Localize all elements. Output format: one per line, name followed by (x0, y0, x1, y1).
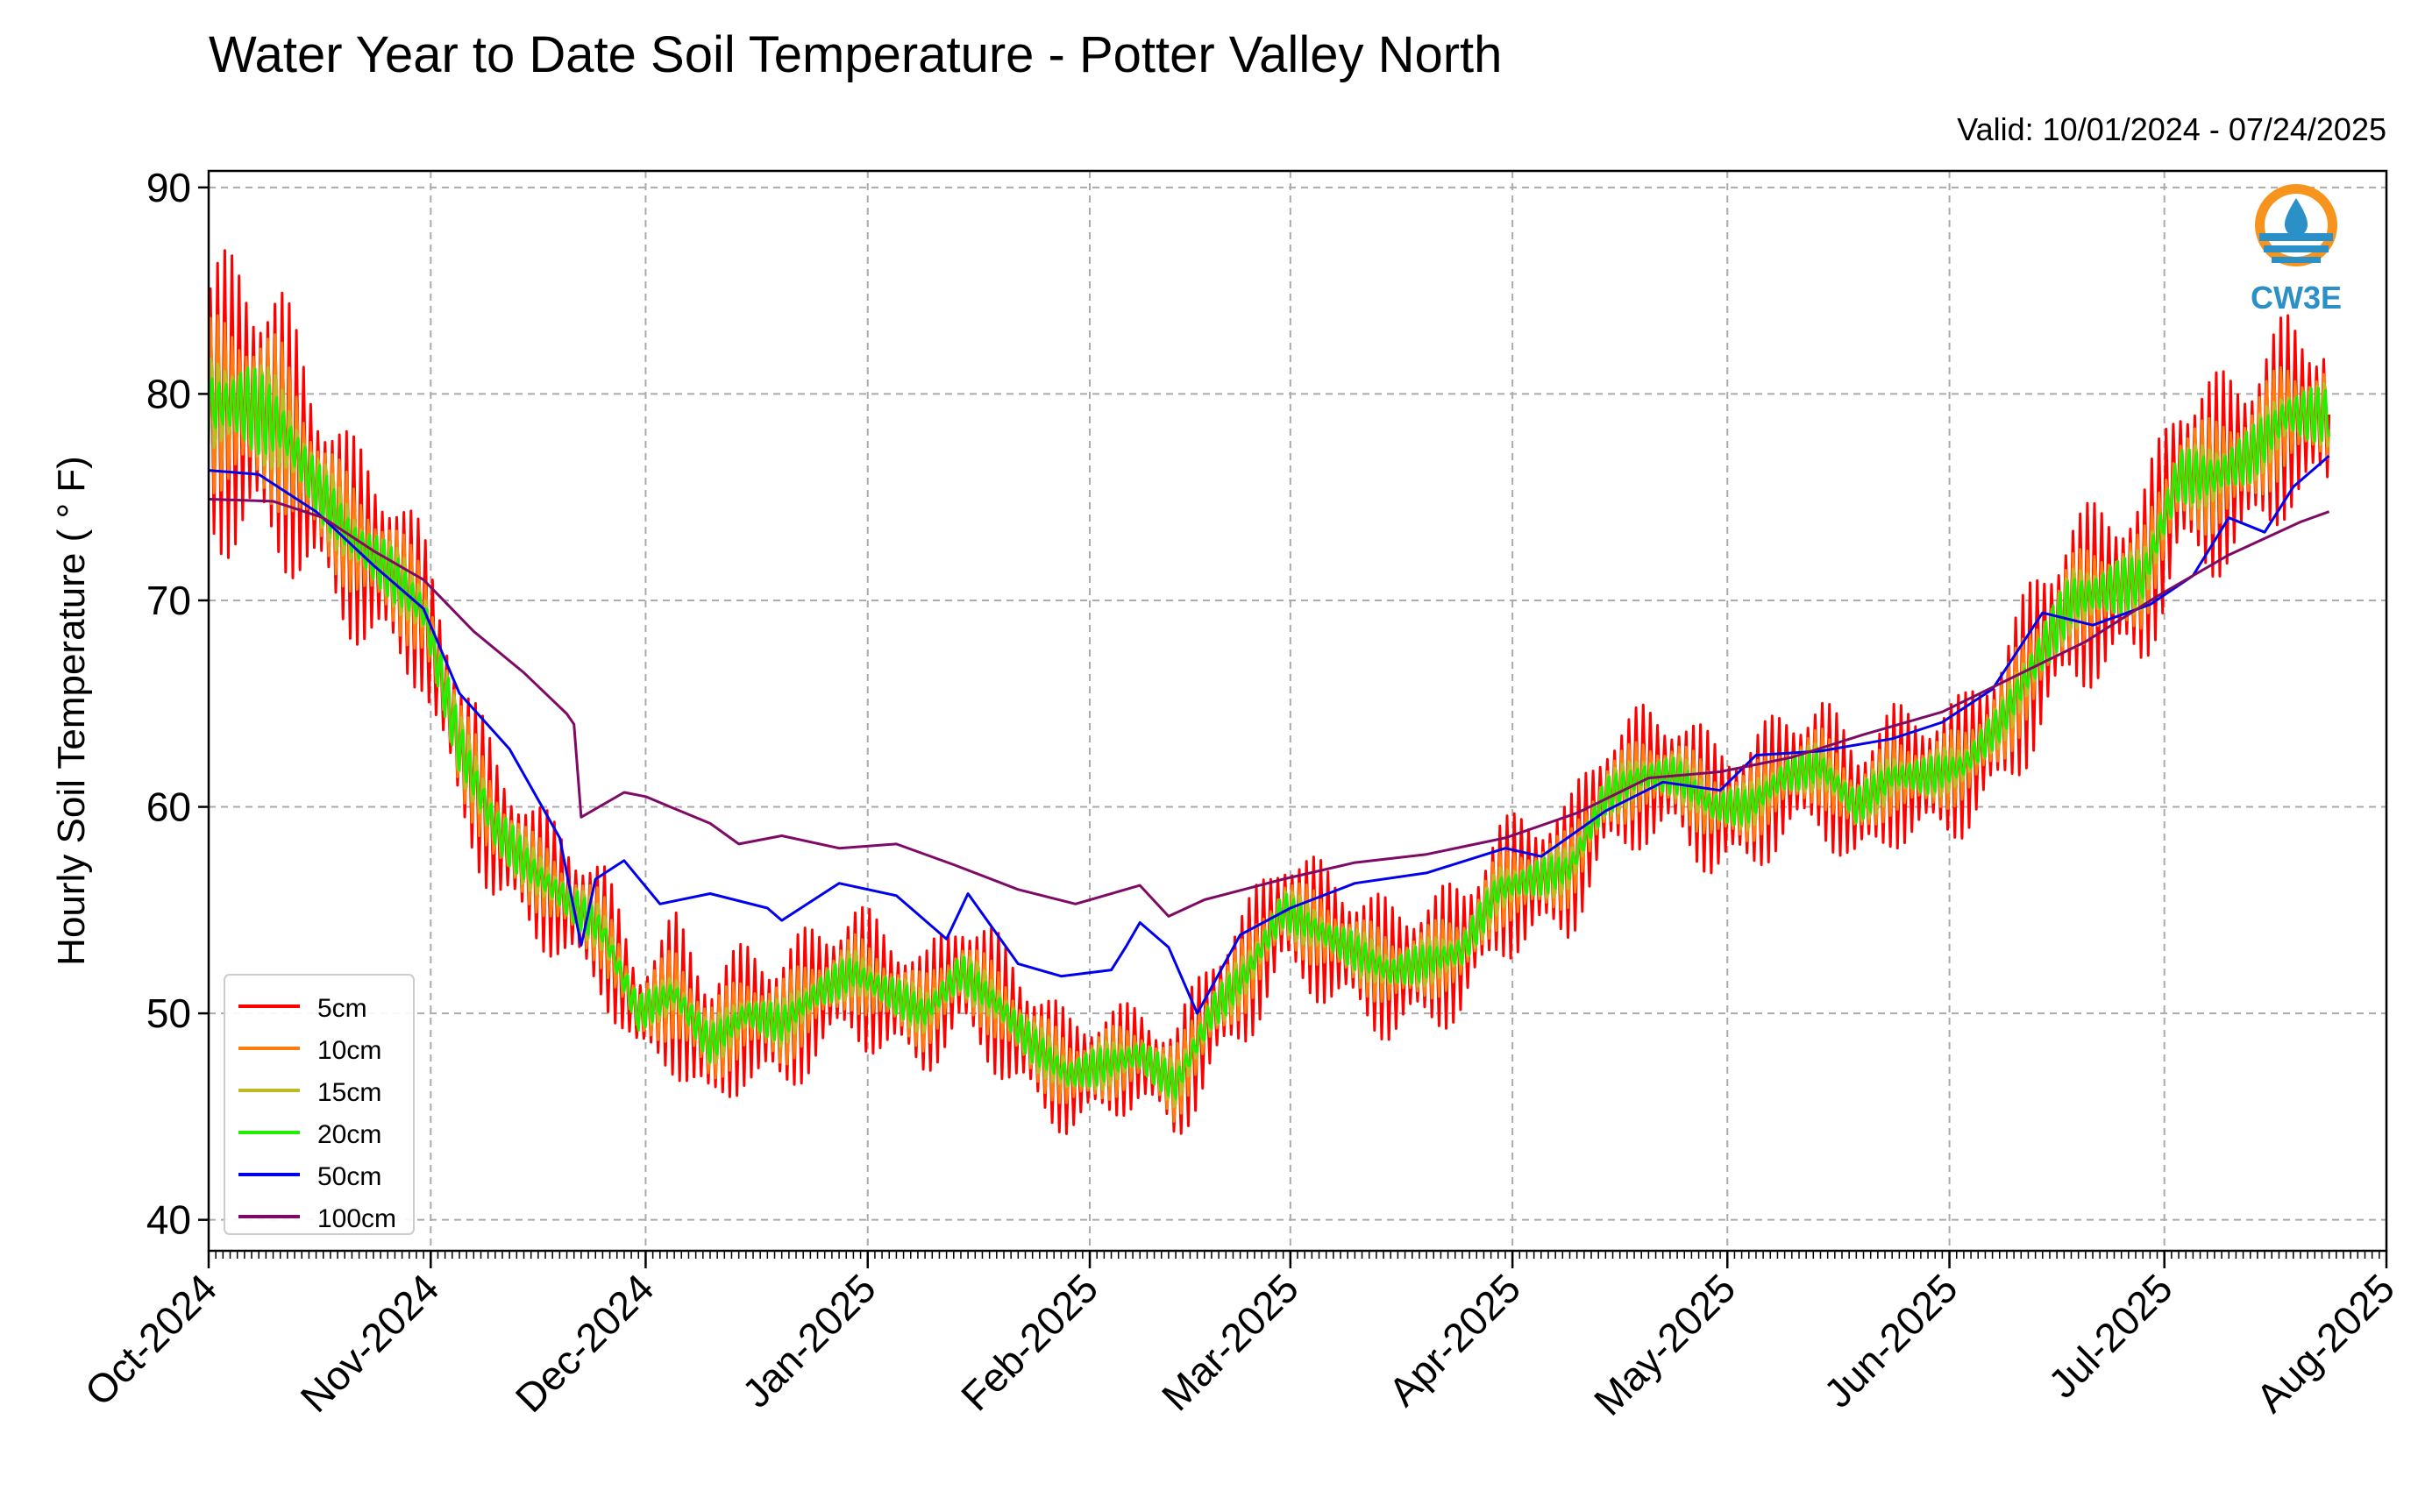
logo-wave-1 (2259, 233, 2333, 241)
logo-wave-2 (2264, 245, 2329, 252)
water-drop-icon (2285, 198, 2308, 237)
logo-text: CW3E (2251, 280, 2342, 316)
y-tick-label-80: 80 (146, 371, 191, 416)
legend-label-10cm: 10cm (317, 1036, 381, 1065)
legend-items: 5cm 10cm 15cm 20cm 50cm 100cm (238, 994, 396, 1233)
cw3e-logo: CW3E (2251, 184, 2342, 316)
legend-label-50cm: 50cm (317, 1162, 381, 1191)
y-tick-label-50: 50 (146, 990, 191, 1036)
logo-wave-3 (2272, 257, 2321, 263)
y-tick-label-70: 70 (146, 578, 191, 623)
chart-subtitle: Valid: 10/01/2024 - 07/24/2025 (1957, 111, 2386, 147)
legend: 5cm 10cm 15cm 20cm 50cm 100cm (224, 974, 415, 1235)
y-axis-label: Hourly Soil Temperature ( ° F) (50, 456, 93, 966)
legend-label-15cm: 15cm (317, 1078, 381, 1107)
series-line-100cm (209, 498, 2330, 918)
y-tick-label-90: 90 (146, 165, 191, 210)
y-tick-label-60: 60 (146, 784, 191, 830)
y-tick-label-40: 40 (146, 1197, 191, 1243)
legend-label-5cm: 5cm (317, 994, 367, 1023)
series-line-50cm (209, 454, 2330, 1015)
chart-title: Water Year to Date Soil Temperature - Po… (209, 26, 1502, 83)
legend-label-100cm: 100cm (317, 1204, 396, 1233)
series-group (209, 249, 2331, 1135)
legend-box (224, 974, 415, 1235)
legend-label-20cm: 20cm (317, 1120, 381, 1149)
series-line-20cm (209, 366, 2331, 1100)
